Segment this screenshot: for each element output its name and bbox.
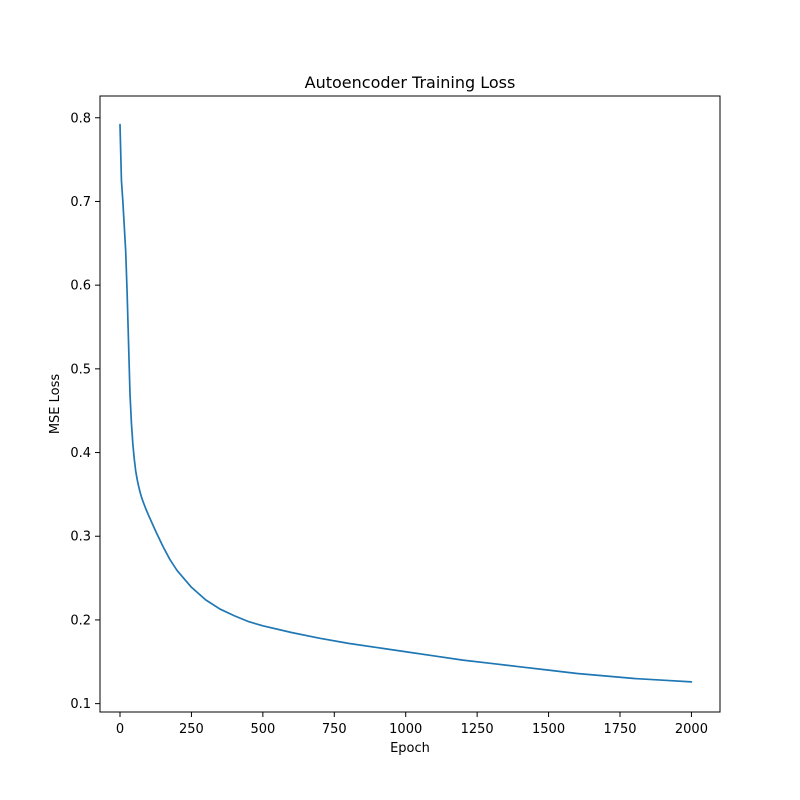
x-tick-label: 1250 [461, 722, 494, 737]
x-tick-label: 0 [116, 722, 124, 737]
plot-frame [99, 95, 721, 713]
x-tick-label: 750 [322, 722, 347, 737]
y-tick-label: 0.4 [70, 446, 91, 461]
x-tick-label: 1750 [603, 722, 636, 737]
x-tick-label: 1000 [389, 722, 422, 737]
y-tick-label: 0.3 [70, 530, 91, 545]
x-tick-label: 500 [250, 722, 275, 737]
x-tick-label: 1500 [532, 722, 565, 737]
series-line-loss [119, 123, 693, 683]
y-tick-label: 0.8 [70, 111, 91, 126]
y-tick-label: 0.2 [70, 613, 91, 628]
y-tick-label: 0.6 [70, 279, 91, 294]
chart-title: Autoencoder Training Loss [305, 73, 516, 92]
y-axis-ticks: 0.1 0.2 0.3 0.4 0.5 0.6 0.7 0.8 [70, 111, 100, 712]
y-tick-label: 0.1 [70, 697, 91, 712]
x-axis-ticks: 0 250 500 750 1000 1250 1500 1750 2000 [116, 712, 708, 737]
plot-area: 0 250 500 750 1000 1250 1500 1750 2000 0.1 0.2 0.3… [70, 95, 721, 737]
y-tick-label: 0.7 [70, 195, 91, 210]
x-tick-label: 250 [179, 722, 204, 737]
x-axis-label: Epoch [390, 741, 430, 756]
y-axis-label: MSE Loss [48, 374, 63, 435]
y-tick-label: 0.5 [70, 362, 91, 377]
x-tick-label: 2000 [675, 722, 708, 737]
